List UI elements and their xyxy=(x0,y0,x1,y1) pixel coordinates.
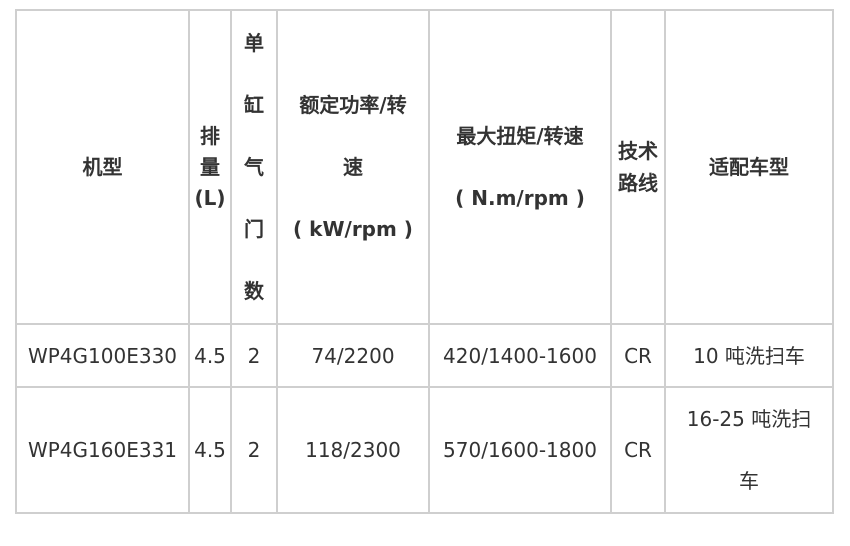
table-row: WP4G100E330 4.5 2 74/2200 420/1400-1600 … xyxy=(15,323,834,388)
header-text: 额定功率/转 xyxy=(299,93,407,117)
cell-torque: 420/1400-1600 xyxy=(428,323,612,388)
header-text: 速 xyxy=(343,155,363,179)
header-text: 技术 xyxy=(618,139,658,163)
header-model: 机型 xyxy=(15,9,190,325)
header-text: 路线 xyxy=(618,171,658,195)
header-torque: 最大扭矩/转速 ( N.m/rpm ) xyxy=(428,9,612,325)
cell-displacement: 4.5 xyxy=(188,323,232,388)
header-text: 门 xyxy=(244,217,264,241)
cell-torque: 570/1600-1800 xyxy=(428,386,612,514)
cell-tech: CR xyxy=(610,386,666,514)
cell-displacement: 4.5 xyxy=(188,386,232,514)
header-text: 最大扭矩/转速 xyxy=(456,124,584,148)
header-text: 排 xyxy=(200,123,220,148)
header-text: 适配车型 xyxy=(709,155,789,179)
table-row: WP4G160E331 4.5 2 118/2300 570/1600-1800… xyxy=(15,386,834,514)
cell-power: 74/2200 xyxy=(276,323,430,388)
cell-power: 118/2300 xyxy=(276,386,430,514)
header-text: (L) xyxy=(194,185,226,210)
cell-vehicle: 10 吨洗扫车 xyxy=(664,323,834,388)
header-valves: 单 缸 气 门 数 xyxy=(230,9,278,325)
cell-valves: 2 xyxy=(230,386,278,514)
header-vehicle: 适配车型 xyxy=(664,9,834,325)
cell-text: 车 xyxy=(739,469,759,493)
table-header-row: 机型 排 量 (L) 单 缸 气 门 数 额定功率/转 速 ( kW/rpm )… xyxy=(15,9,834,325)
header-text: 机型 xyxy=(82,155,123,179)
header-text: 量 xyxy=(200,154,220,179)
header-text: 缸 xyxy=(244,93,264,117)
header-text: 单 xyxy=(244,31,264,55)
cell-vehicle: 16-25 吨洗扫 车 xyxy=(664,386,834,514)
header-text: 数 xyxy=(244,279,264,303)
cell-text: 16-25 吨洗扫 xyxy=(686,407,812,431)
header-tech: 技术 路线 xyxy=(610,9,666,325)
cell-tech: CR xyxy=(610,323,666,388)
header-displacement: 排 量 (L) xyxy=(188,9,232,325)
cell-model: WP4G100E330 xyxy=(15,323,190,388)
cell-valves: 2 xyxy=(230,323,278,388)
cell-text: 10 吨洗扫车 xyxy=(693,343,805,368)
header-power: 额定功率/转 速 ( kW/rpm ) xyxy=(276,9,430,325)
header-text: 气 xyxy=(244,155,264,179)
header-text: ( kW/rpm ) xyxy=(293,217,413,241)
cell-model: WP4G160E331 xyxy=(15,386,190,514)
engine-spec-table: 机型 排 量 (L) 单 缸 气 门 数 额定功率/转 速 ( kW/rpm )… xyxy=(15,9,834,514)
header-text: ( N.m/rpm ) xyxy=(455,186,585,210)
